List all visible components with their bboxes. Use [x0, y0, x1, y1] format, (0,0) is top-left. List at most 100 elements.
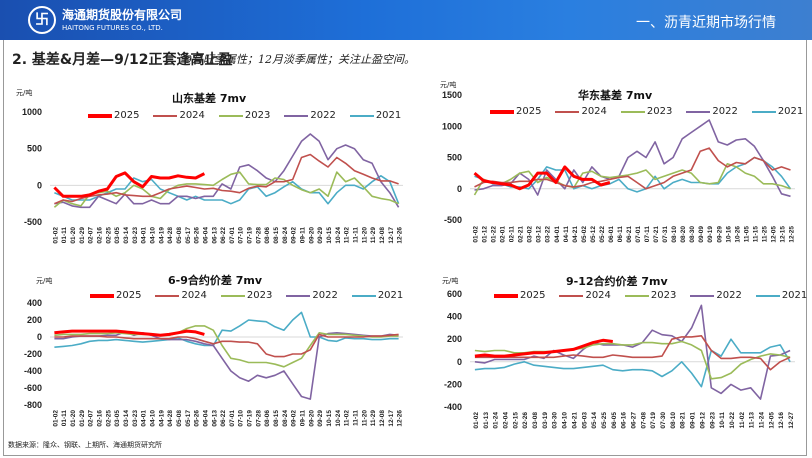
x-tick-label: 03-05 [114, 410, 121, 427]
y-tick-label: 0 [457, 184, 462, 194]
x-tick-label: 04-11 [563, 226, 570, 243]
data-source: 数据来源：隆众、钢联、上期所、海通期货研究所 [8, 441, 162, 449]
legend-label: 2024 [179, 110, 205, 121]
chart-title: 山东基差 7mv [172, 92, 247, 105]
x-tick-label: 10-24 [335, 227, 342, 244]
y-tick-label: 500 [447, 153, 462, 163]
series-line-2025 [473, 165, 611, 191]
legend-item-2025: 2025 [494, 290, 545, 301]
legend-label: 2023 [244, 110, 271, 121]
x-tick-label: 01-29 [79, 410, 86, 427]
x-tick-label: 10-15 [326, 410, 333, 427]
x-tick-label: 06-16 [621, 412, 628, 429]
x-tick-label: 09-23 [709, 412, 716, 429]
x-tick-label: 12-16 [778, 412, 785, 429]
x-tick-label: 11-20 [361, 227, 368, 244]
x-tick-label: 07-10 [238, 227, 245, 244]
legend-swatch [220, 294, 245, 297]
y-tick-label: 1000 [442, 121, 462, 131]
x-tick-label: 05-26 [194, 410, 201, 427]
x-tick-label: 08-30 [689, 226, 696, 243]
x-tick-label: 03-05 [114, 227, 121, 244]
legend-item-2025: 2025 [90, 290, 141, 301]
x-tick-label: 11-15 [752, 226, 759, 243]
x-tick-label: 04-28 [167, 410, 174, 427]
series-line-2024 [474, 334, 791, 371]
x-tick-label: 05-14 [591, 412, 598, 429]
x-tick-label: 04-19 [158, 227, 165, 244]
chart-legend: 2025 2024 2023 2022 2021 [494, 290, 807, 301]
x-tick-label: 02-15 [512, 412, 519, 429]
x-tick-label: 12-27 [788, 412, 795, 429]
x-tick-label: 01-02 [473, 226, 480, 243]
x-tick-label: 05-25 [601, 412, 608, 429]
x-tick-label: 09-29 [317, 227, 324, 244]
chart-legend: 2025 2024 2023 2022 2021 [88, 110, 401, 121]
x-tick-label: 12-08 [379, 410, 386, 427]
x-tick-label: 08-24 [282, 410, 289, 427]
legend-swatch [490, 109, 514, 114]
x-tick-label: 06-22 [220, 410, 227, 427]
x-tick-label: 01-02 [52, 410, 59, 427]
x-tick-label: 06-22 [220, 227, 227, 244]
x-tick-label: 02-26 [522, 412, 529, 429]
x-tick-label: 02-16 [97, 227, 104, 244]
y-axis-unit: 元/吨 [16, 89, 33, 97]
y-tick-label: -800 [24, 400, 42, 410]
legend-label: 2022 [712, 106, 738, 117]
x-tick-label: 08-21 [680, 412, 687, 429]
slide-frame [3, 40, 807, 456]
y-tick-label: -600 [24, 383, 42, 393]
legend-item-2022: 2022 [284, 110, 336, 121]
x-tick-label: 07-30 [660, 412, 667, 429]
x-tick-label: 11-24 [759, 412, 766, 429]
y-tick-label: 500 [27, 144, 42, 154]
legend-label: 2024 [181, 290, 207, 301]
x-tick-label: 08-20 [680, 226, 687, 243]
series-line-2024 [54, 153, 399, 205]
y-tick-label: 200 [447, 334, 462, 344]
x-tick-label: 05-26 [194, 227, 201, 244]
x-tick-label: 04-10 [562, 412, 569, 429]
x-tick-label: 12-17 [388, 227, 395, 244]
legend-swatch [620, 110, 645, 113]
x-tick-label: 11-29 [370, 227, 377, 244]
legend-label: 2023 [646, 106, 673, 117]
y-tick-label: 200 [27, 315, 42, 325]
legend-item-2021: 2021 [755, 290, 807, 301]
x-tick-label: 08-24 [282, 227, 289, 244]
y-tick-label: -200 [24, 349, 42, 359]
x-tick-label: 10-11 [719, 412, 726, 429]
y-tick-label: -500 [24, 217, 42, 227]
legend-swatch [494, 293, 518, 298]
x-tick-label: 06-04 [202, 227, 209, 244]
x-tick-label: 02-21 [518, 226, 525, 243]
x-tick-label: 04-10 [149, 227, 156, 244]
x-tick-label: 06-27 [631, 412, 638, 429]
legend-item-2022: 2022 [686, 106, 738, 117]
x-tick-label: 10-15 [326, 227, 333, 244]
x-tick-label: 07-19 [650, 412, 657, 429]
legend-item-2024: 2024 [153, 110, 205, 121]
x-tick-label: 03-19 [542, 412, 549, 429]
x-tick-label: 06-21 [626, 226, 633, 243]
legend-label: 2024 [581, 106, 607, 117]
x-tick-label: 10-26 [734, 226, 741, 243]
y-tick-label: -400 [24, 366, 42, 376]
x-tick-label: 07-28 [255, 410, 262, 427]
chart-title: 华东基差 7mv [578, 89, 653, 102]
series-line-2022 [54, 133, 400, 209]
legend-item-2022: 2022 [690, 290, 742, 301]
x-tick-label: 04-10 [149, 410, 156, 427]
legend-label: 2021 [777, 106, 804, 117]
x-tick-label: 01-02 [473, 412, 480, 429]
chart-legend: 2025 2024 2023 2022 2021 [490, 106, 803, 117]
x-tick-label: 09-12 [699, 412, 706, 429]
company-logo-icon: 卐 [28, 6, 56, 34]
x-tick-label: 03-30 [552, 412, 559, 429]
x-tick-label: 08-15 [273, 410, 280, 427]
y-axis-unit: 元/吨 [440, 81, 457, 89]
y-tick-label: -200 [444, 379, 462, 389]
